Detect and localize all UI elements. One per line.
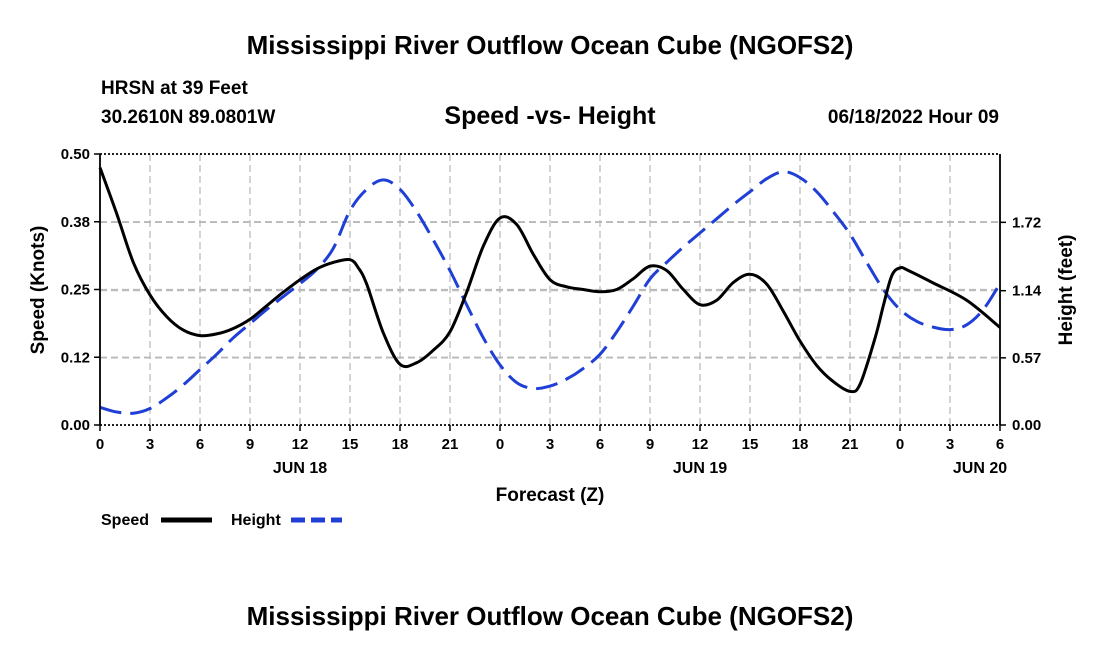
y-tick-label: 0.12	[61, 349, 90, 366]
y-tick-label: 0.50	[61, 146, 90, 163]
series-line-speed	[98, 167, 1001, 394]
footer-title: Mississippi River Outflow Ocean Cube (NG…	[246, 601, 854, 631]
coordinates-label: 30.2610N 89.0801W	[101, 107, 276, 128]
x-tick-label: 3	[946, 436, 954, 453]
x-tick-label: 3	[146, 436, 154, 453]
chart-series	[98, 167, 1002, 415]
x-tick-label: 12	[692, 436, 709, 453]
x-date-label: JUN 20	[953, 460, 1007, 477]
x-tick-label: 3	[546, 436, 554, 453]
y-tick-label: 0.38	[61, 214, 90, 231]
x-tick-label: 9	[246, 436, 254, 453]
y-tick-label: 0.25	[61, 282, 90, 299]
x-tick-label: 18	[792, 436, 809, 453]
series-line-height	[99, 170, 1002, 415]
chart-ticks: 0 3 6 9 12 15 18 21 0 3 6 9 12 15 18 21 0 3 6 JUN 18 JUN 19 J…	[61, 146, 1042, 477]
legend-speed-label: Speed	[101, 512, 149, 529]
x-tick-label: 6	[596, 436, 604, 453]
y2-axis-title: Height (feet)	[1056, 235, 1077, 346]
y-axis-title: Speed (Knots)	[28, 226, 49, 355]
chart-grid	[100, 154, 1000, 425]
x-tick-label: 9	[646, 436, 654, 453]
x-axis-title: Forecast (Z)	[496, 485, 605, 506]
datetime-label: 06/18/2022 Hour 09	[827, 107, 999, 128]
x-date-label: JUN 19	[673, 460, 727, 477]
x-tick-label: 12	[292, 436, 309, 453]
x-tick-label: 21	[842, 436, 859, 453]
y2-tick-label: 0.57	[1012, 350, 1041, 367]
page-title: Mississippi River Outflow Ocean Cube (NG…	[246, 30, 854, 60]
x-date-label: JUN 18	[273, 460, 327, 477]
x-tick-label: 18	[392, 436, 409, 453]
y2-tick-label: 1.72	[1012, 214, 1041, 231]
x-tick-label: 15	[742, 436, 759, 453]
x-tick-label: 0	[96, 436, 104, 453]
chart-legend: Speed Height	[101, 512, 342, 529]
y2-tick-label: 0.00	[1012, 417, 1041, 434]
x-tick-label: 15	[342, 436, 359, 453]
x-tick-label: 6	[196, 436, 204, 453]
x-tick-label: 0	[496, 436, 504, 453]
legend-height-label: Height	[231, 512, 281, 529]
x-tick-label: 21	[442, 436, 459, 453]
chart-title: Speed -vs- Height	[444, 102, 656, 130]
y2-tick-label: 1.14	[1012, 283, 1042, 300]
station-label: HRSN at 39 Feet	[101, 78, 248, 99]
y-tick-label: 0.00	[61, 417, 90, 434]
x-tick-label: 6	[996, 436, 1004, 453]
x-tick-label: 0	[896, 436, 904, 453]
